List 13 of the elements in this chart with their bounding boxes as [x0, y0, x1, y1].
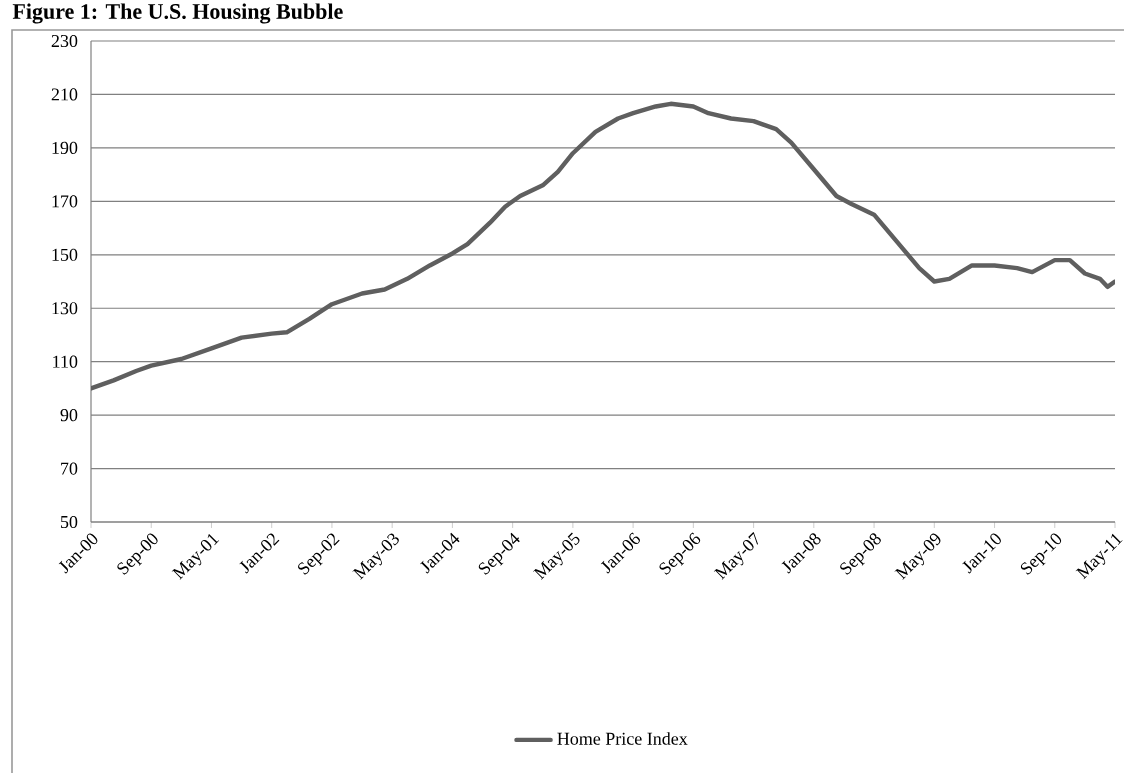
line-series — [91, 101, 1115, 391]
y-tick-label: 50 — [60, 515, 78, 529]
y-tick-label: 170 — [52, 195, 78, 208]
y-tick-label: 70 — [61, 462, 78, 475]
legend-label: Home Price Index — [557, 732, 688, 745]
y-tick-label: 190 — [52, 141, 78, 154]
y-tick-label: 150 — [52, 248, 78, 261]
chart-title: Figure 1: The U.S. Housing Bubble — [12, 3, 343, 24]
y-tick-label: 230 — [51, 34, 78, 48]
y-tick-label: 130 — [52, 302, 78, 315]
y-tick-label: 90 — [60, 409, 78, 422]
y-tick-label: 110 — [53, 355, 78, 368]
y-tick-label: 210 — [51, 88, 78, 101]
